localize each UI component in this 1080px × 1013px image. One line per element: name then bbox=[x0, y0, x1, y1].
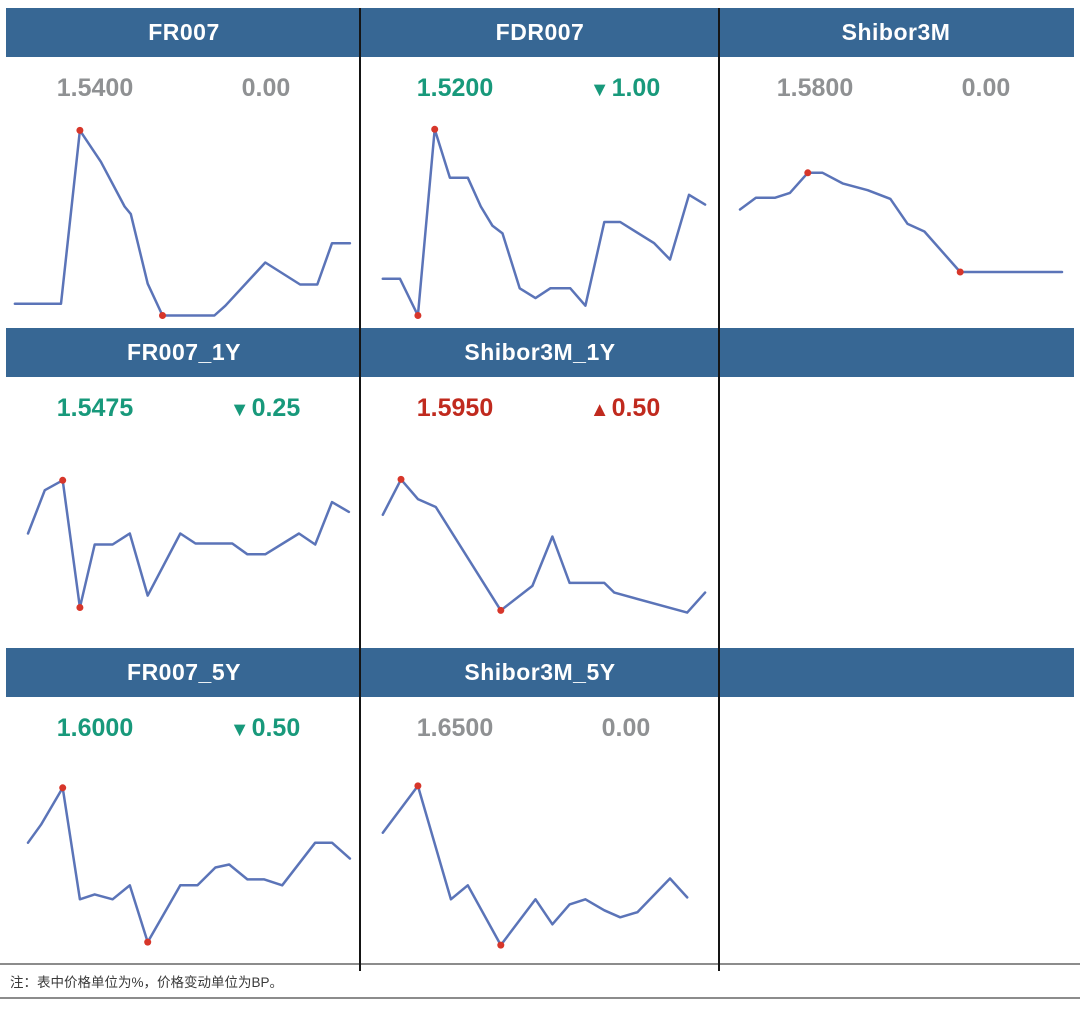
quote-row: 1.5950 ▲0.50 bbox=[360, 377, 720, 427]
quote-row: 1.6500 0.00 bbox=[360, 697, 720, 747]
band-5y-swaps: FR007_5Y Shibor3M_5Y 1.6000 ▼0.50 1.6500… bbox=[0, 648, 1080, 963]
band-2-header-bar: FR007_1Y Shibor3M_1Y bbox=[6, 328, 1074, 377]
quote-row: 1.6000 ▼0.50 bbox=[0, 697, 360, 747]
change-direction-icon: ▼ bbox=[229, 719, 250, 741]
band-3-content: 1.6000 ▼0.50 1.6500 0.00 bbox=[0, 697, 1080, 963]
rate-change: 0.00 bbox=[540, 713, 710, 747]
panel-fdr007: 1.5200 ▼1.00 bbox=[360, 57, 720, 328]
rate-value: 1.5800 bbox=[776, 74, 854, 102]
change-amount: 0.00 bbox=[241, 74, 291, 102]
panel-title-shibor3m: Shibor3M bbox=[841, 19, 951, 45]
sparkline-fdr007 bbox=[381, 125, 707, 319]
panel-title-fdr007: FDR007 bbox=[495, 19, 585, 45]
quote-row: 1.5800 0.00 bbox=[720, 57, 1080, 107]
panel-fr007-5y: 1.6000 ▼0.50 bbox=[0, 697, 360, 963]
rate-change: 0.00 bbox=[180, 73, 350, 107]
change-direction-icon: ▲ bbox=[589, 399, 610, 421]
sparkline-fr007 bbox=[13, 126, 352, 319]
band-overnight-rates: FR007 FDR007 Shibor3M 1.5400 0.00 1.5200… bbox=[0, 8, 1080, 328]
quote-row: 1.5400 0.00 bbox=[0, 57, 360, 107]
panel-shibor3m: 1.5800 0.00 bbox=[720, 57, 1080, 328]
change-amount: 0.25 bbox=[251, 394, 301, 422]
sparkline-fr007-5y bbox=[26, 784, 352, 946]
rate-value: 1.5400 bbox=[56, 74, 134, 102]
rate-value: 1.5475 bbox=[56, 394, 134, 422]
change-direction-icon: ▼ bbox=[589, 79, 610, 101]
change-direction-icon: ▼ bbox=[229, 399, 250, 421]
panel-title-fr007: FR007 bbox=[148, 19, 220, 45]
sparkline-shibor3m bbox=[738, 169, 1064, 276]
rates-dashboard: FR007 FDR007 Shibor3M 1.5400 0.00 1.5200… bbox=[0, 8, 1080, 1013]
panel-empty bbox=[720, 697, 1080, 963]
rate-change: 0.00 bbox=[900, 73, 1070, 107]
panel-title-empty bbox=[718, 648, 1074, 697]
rate-change: ▲0.50 bbox=[540, 393, 710, 427]
band-1y-swaps: FR007_1Y Shibor3M_1Y 1.5475 ▼0.25 1.5950… bbox=[0, 328, 1080, 648]
footnote-bottom-rule bbox=[0, 997, 1080, 999]
footnote-text: 注：表中价格单位为%，价格变动单位为BP。 bbox=[10, 975, 284, 990]
rate-change: ▼0.50 bbox=[180, 713, 350, 747]
rate-change: ▼1.00 bbox=[540, 73, 710, 107]
band-3-header-bar: FR007_5Y Shibor3M_5Y bbox=[6, 648, 1074, 697]
panel-shibor3m-5y: 1.6500 0.00 bbox=[360, 697, 720, 963]
column-divider-2 bbox=[718, 8, 720, 971]
footnote-row: 注：表中价格单位为%，价格变动单位为BP。 bbox=[0, 965, 1080, 997]
panel-shibor3m-1y: 1.5950 ▲0.50 bbox=[360, 377, 720, 648]
panel-title-empty bbox=[718, 328, 1074, 377]
change-amount: 1.00 bbox=[611, 74, 661, 102]
change-amount: 0.00 bbox=[961, 74, 1011, 102]
panel-empty bbox=[720, 377, 1080, 648]
quote-row: 1.5475 ▼0.25 bbox=[0, 377, 360, 427]
footnote-top-rule bbox=[0, 963, 1080, 965]
rate-value: 1.5950 bbox=[416, 394, 494, 422]
change-amount: 0.50 bbox=[611, 394, 661, 422]
band-2-content: 1.5475 ▼0.25 1.5950 ▲0.50 bbox=[0, 377, 1080, 648]
rate-value: 1.6500 bbox=[416, 714, 494, 742]
quote-row: 1.5200 ▼1.00 bbox=[360, 57, 720, 107]
change-amount: 0.00 bbox=[601, 714, 651, 742]
rate-change: ▼0.25 bbox=[180, 393, 350, 427]
panel-fr007: 1.5400 0.00 bbox=[0, 57, 360, 328]
band-1-content: 1.5400 0.00 1.5200 ▼1.00 1.5800 0.00 bbox=[0, 57, 1080, 328]
panel-title-fr007-5y: FR007_5Y bbox=[127, 659, 241, 685]
change-amount: 0.50 bbox=[251, 714, 301, 742]
column-divider-1 bbox=[359, 8, 361, 971]
sparkline-shibor3m-5y bbox=[381, 782, 689, 949]
rate-value: 1.6000 bbox=[56, 714, 134, 742]
panel-fr007-1y: 1.5475 ▼0.25 bbox=[0, 377, 360, 648]
panel-title-fr007-1y: FR007_1Y bbox=[127, 339, 241, 365]
rate-value: 1.5200 bbox=[416, 74, 494, 102]
sparkline-shibor3m-1y bbox=[381, 475, 707, 614]
panel-title-shibor3m-1y: Shibor3M_1Y bbox=[464, 339, 616, 365]
panel-title-shibor3m-5y: Shibor3M_5Y bbox=[464, 659, 616, 685]
band-1-header-bar: FR007 FDR007 Shibor3M bbox=[6, 8, 1074, 57]
sparkline-fr007-1y bbox=[26, 476, 351, 611]
